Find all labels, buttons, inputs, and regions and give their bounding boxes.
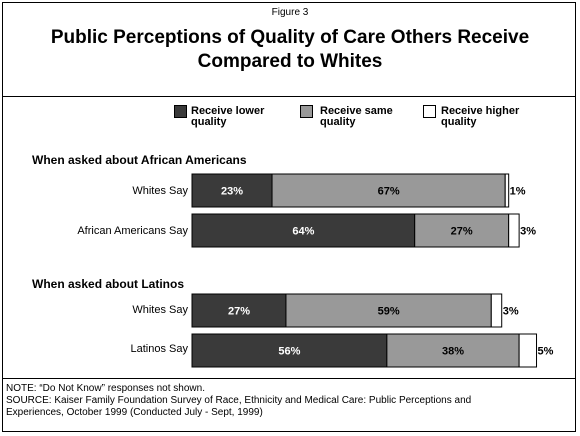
row-label-aa-whites: Whites Say bbox=[132, 185, 188, 197]
bar-lower-g1-r1 bbox=[191, 333, 388, 368]
bar-higher-g0-r0 bbox=[504, 173, 510, 208]
data-label-higher-g0-r1: 3% bbox=[520, 226, 536, 238]
legend-label-lower-line1: Receive lower bbox=[191, 105, 265, 117]
chart-title: Public Perceptions of Quality of Care Ot… bbox=[0, 26, 580, 74]
data-label-same-g1-r1: 38% bbox=[442, 346, 464, 358]
figure-label: Figure 3 bbox=[271, 7, 309, 18]
bar-higher-g0-r1 bbox=[508, 213, 520, 248]
data-label-lower-g1-r1: 56% bbox=[278, 346, 300, 358]
legend-label-higher-line1: Receive higher bbox=[441, 105, 520, 117]
data-label-higher-g1-r1: 5% bbox=[538, 346, 554, 358]
bar-lower-g0-r1 bbox=[191, 213, 416, 248]
data-label-higher-g1-r0: 3% bbox=[503, 306, 519, 318]
legend-label-higher-line2: quality bbox=[441, 116, 477, 128]
legend-label-same: Receive same quality bbox=[320, 106, 405, 128]
data-label-same-g0-r0: 67% bbox=[378, 186, 400, 198]
data-label-higher-g0-r0: 1% bbox=[510, 186, 526, 198]
bar-same-g0-r0 bbox=[271, 173, 506, 208]
group-title-african-americans: When asked about African Americans bbox=[32, 153, 247, 167]
data-label-lower-g0-r1: 64% bbox=[292, 226, 314, 238]
title-divider bbox=[3, 96, 575, 97]
legend-label-same-line1: Receive same bbox=[320, 105, 393, 117]
legend-swatch-same bbox=[300, 105, 313, 118]
bar-same-g1-r0 bbox=[285, 293, 492, 328]
group-title-latinos: When asked about Latinos bbox=[32, 277, 185, 291]
legend-label-lower: Receive lower quality bbox=[191, 106, 276, 128]
row-label-lat-whites: Whites Say bbox=[132, 304, 188, 316]
legend-label-lower-line2: quality bbox=[191, 116, 227, 128]
data-label-same-g1-r0: 59% bbox=[378, 306, 400, 318]
figure-frame bbox=[2, 2, 576, 432]
chart-title-line2: Compared to Whites bbox=[197, 51, 383, 72]
legend-swatch-lower bbox=[174, 105, 187, 118]
bar-same-g0-r1 bbox=[414, 213, 510, 248]
bar-lower-g0-r0 bbox=[191, 173, 273, 208]
bar-lower-g1-r0 bbox=[191, 293, 287, 328]
source-text-line1: SOURCE: Kaiser Family Foundation Survey … bbox=[6, 395, 472, 406]
bar-higher-g1-r0 bbox=[490, 293, 503, 328]
row-label-aa-african-americans: African Americans Say bbox=[77, 225, 188, 237]
legend-label-same-line2: quality bbox=[320, 116, 356, 128]
legend-label-higher: Receive higher quality bbox=[441, 106, 526, 128]
row-label-lat-latinos: Latinos Say bbox=[130, 343, 188, 355]
source-text-line2: Experiences, October 1999 (Conducted Jul… bbox=[6, 407, 263, 418]
note-text: NOTE: “Do Not Know” responses not shown. bbox=[6, 383, 205, 394]
notes: NOTE: “Do Not Know” responses not shown.… bbox=[6, 383, 576, 419]
data-label-lower-g1-r0: 27% bbox=[228, 306, 250, 318]
data-label-lower-g0-r0: 23% bbox=[221, 186, 243, 198]
data-label-same-g0-r1: 27% bbox=[451, 226, 473, 238]
notes-divider bbox=[3, 378, 575, 379]
legend-swatch-higher bbox=[423, 105, 436, 118]
chart-title-line1: Public Perceptions of Quality of Care Ot… bbox=[50, 27, 530, 48]
bar-higher-g1-r1 bbox=[518, 333, 538, 368]
